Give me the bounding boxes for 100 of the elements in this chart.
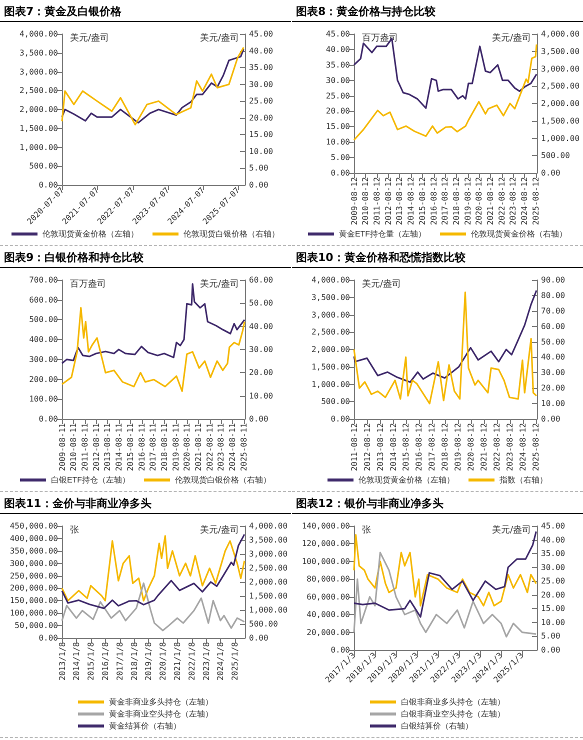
legend-label: 伦敦现货白银价格（右轴） <box>184 230 280 238</box>
y-tick-label: 45.00 <box>326 30 350 38</box>
y2-tick-label: 50.00 <box>249 298 274 308</box>
y-tick-label: 300.00 <box>29 354 58 364</box>
y2-tick-label: 15.00 <box>249 130 274 140</box>
y2-tick-label: 30.00 <box>541 368 566 378</box>
y-tick-label: 0.00 <box>38 180 58 190</box>
x-tick-label: 2015-08-12 <box>402 422 411 472</box>
y2-tick-label: 2,500.00 <box>541 82 580 91</box>
y-tick-label: 40.00 <box>326 44 350 54</box>
x-tick-label: 2013-08-12 <box>395 176 404 226</box>
legend-label: 黄金结算价（右轴） <box>109 722 181 730</box>
y2-tick-label: 20.00 <box>541 384 566 393</box>
x-tick-label: 2013/1/8 <box>58 642 67 681</box>
legend-label: 白银ETF持仓（左轴） <box>50 476 130 484</box>
y-tick-label: 2,500.00 <box>311 328 350 337</box>
x-tick-label: 2009-08-11 <box>58 422 67 472</box>
y-tick-label: 100,000.00 <box>302 556 350 566</box>
x-tick-label: 2018-08-12 <box>452 176 461 226</box>
y-tick-label: 30.00 <box>326 76 350 85</box>
y2-tick-label: 20.00 <box>249 113 274 122</box>
chart-title: 图表8：黄金价格与持仓比较 <box>292 0 583 22</box>
x-tick-label: 2018/1/8 <box>130 642 139 681</box>
y-tick-label: 1,000.00 <box>311 380 350 389</box>
y-tick-label: 120,000.00 <box>302 539 350 548</box>
y-tick-label: 500.00 <box>29 315 58 324</box>
x-tick-label: 2022-08-11 <box>205 422 214 472</box>
x-tick-label: 2024-08-12 <box>520 176 530 226</box>
annotation: 美元/盎司 <box>200 32 239 44</box>
y2-tick-label: 0.00 <box>541 646 560 654</box>
legend-label: 黄金ETF持仓量（左轴） <box>338 230 426 238</box>
annotation: 美元/盎司 <box>492 32 531 44</box>
y2-tick-label: 500.00 <box>249 620 278 628</box>
x-tick-label: 2021-08-12 <box>486 176 496 226</box>
y-tick-label: 3,500.00 <box>311 292 350 302</box>
annotation: 美元/盎司 <box>362 278 402 290</box>
x-tick-label: 2014/1/8 <box>72 642 82 681</box>
annotation: 百万盎司 <box>70 278 106 290</box>
x-tick-label: 2012-08-11 <box>92 422 101 472</box>
x-tick-label: 2015-08-12 <box>418 176 427 226</box>
y2-tick-label: 10.00 <box>249 146 274 156</box>
chart-title: 图表10：黄金价格和恐慌指数比较 <box>292 246 583 268</box>
x-tick-label: 2017-08-11 <box>148 422 158 472</box>
x-tick-label: 2025-08-12 <box>531 422 540 472</box>
x-tick-label: 2016/1/8 <box>100 642 110 681</box>
x-tick-label: 2021-08-12 <box>479 422 488 472</box>
x-tick-label: 2021-08-11 <box>194 422 204 472</box>
y-tick-label: 80,000.00 <box>306 574 350 584</box>
legend-label: 伦敦现货黄金价格（右轴） <box>471 230 568 238</box>
y-tick-label: 25.00 <box>326 91 350 100</box>
y2-tick-label: 4,000.00 <box>541 30 580 38</box>
y2-tick-label: 500.00 <box>541 151 570 160</box>
x-tick-label: 2012-08-12 <box>384 176 393 226</box>
y-tick-label: 140,000.00 <box>302 522 350 530</box>
x-tick-label: 2017/1/8 <box>115 642 124 681</box>
y-tick-label: 0.00 <box>38 634 58 642</box>
legend-label: 伦敦现货白银价格（右轴） <box>175 476 272 484</box>
y2-tick-label: 90.00 <box>541 276 566 284</box>
y-tick-label: 4,000.00 <box>19 30 58 38</box>
y-tick-label: 2,500.00 <box>19 86 58 96</box>
y-tick-label: 15.00 <box>326 122 350 132</box>
legend-label: 指数（右轴） <box>498 476 548 484</box>
y2-tick-label: 3,500.00 <box>541 46 580 56</box>
x-tick-label: 2011-08-12 <box>372 176 382 226</box>
x-tick-label: 2024/1/8 <box>216 642 226 681</box>
x-tick-label: 2016-08-11 <box>137 422 146 472</box>
x-tick-label: 2023-08-12 <box>505 422 514 472</box>
legend-label: 黄金非商业空头持仓（左轴） <box>109 710 213 718</box>
y2-tick-label: 0.00 <box>541 414 560 424</box>
y-tick-label: 35.00 <box>326 60 350 70</box>
y2-tick-label: 1,000.00 <box>541 134 580 143</box>
x-tick-label: 2023-08-12 <box>508 176 518 226</box>
x-tick-label: 2018-08-12 <box>440 422 450 472</box>
y2-tick-label: 1,000.00 <box>249 606 288 614</box>
y2-tick-label: 2,000.00 <box>249 578 288 586</box>
x-tick-label: 2012-08-12 <box>362 422 372 472</box>
y2-tick-label: 50.00 <box>541 337 566 346</box>
y2-tick-label: 0.00 <box>541 168 560 178</box>
x-tick-label: 2011-08-11 <box>80 422 90 472</box>
y-tick-label: 20,000.00 <box>306 628 350 637</box>
x-tick-label: 2022/1/8 <box>187 642 196 681</box>
y-tick-label: 0.00 <box>330 168 350 178</box>
y2-tick-label: 25.00 <box>249 96 274 106</box>
y-tick-label: 200.00 <box>29 374 58 384</box>
y2-tick-label: 30.00 <box>541 562 566 572</box>
x-tick-label: 2020/1/8 <box>158 642 168 681</box>
legend-label: 黄金非商业多头持仓（左轴） <box>109 698 213 706</box>
y-tick-label: 150,000.00 <box>10 596 58 606</box>
y-tick-label: 4,000.00 <box>311 276 350 284</box>
y2-tick-label: 80.00 <box>541 290 566 300</box>
y-tick-label: 50,000.00 <box>14 621 58 630</box>
y2-tick-label: 60.00 <box>541 322 566 331</box>
y-tick-label: 1,000.00 <box>19 142 58 152</box>
x-tick-label: 2021/1/8 <box>173 642 182 681</box>
legend-label: 白银非商业空头持仓（左轴） <box>401 710 505 718</box>
y-tick-label: 5.00 <box>330 153 350 162</box>
y2-tick-label: 45.00 <box>249 30 274 38</box>
annotation: 张 <box>70 524 79 536</box>
y2-tick-label: 45.00 <box>541 522 566 530</box>
y2-tick-label: 35.00 <box>541 549 566 558</box>
